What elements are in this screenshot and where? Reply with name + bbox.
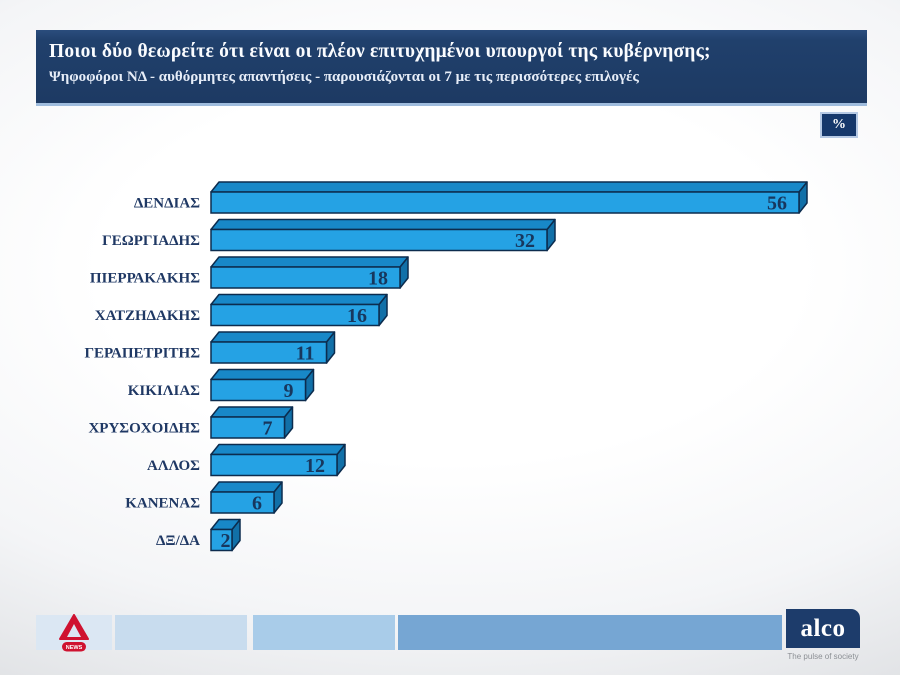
bar-top-face bbox=[210, 481, 283, 493]
value-label: 11 bbox=[296, 343, 315, 365]
bar-row: ΠΙΕΡΡΑΚΑΚΗΣ 18 bbox=[90, 256, 409, 290]
alco-logo: alco bbox=[786, 609, 860, 648]
bar-row: ΓΕΡΑΠΕΤΡΙΤΗΣ 11 bbox=[85, 331, 336, 365]
category-label: ΧΑΤΖΗΔΑΚΗΣ bbox=[95, 308, 200, 324]
bar-top-face bbox=[210, 256, 409, 268]
bar-front-face bbox=[210, 266, 401, 289]
alco-tagline: The pulse of society bbox=[787, 652, 859, 661]
category-label: ΠΙΕΡΡΑΚΑΚΗΣ bbox=[90, 271, 200, 287]
bar-front-face bbox=[210, 378, 307, 402]
bar-top-face bbox=[210, 406, 294, 418]
footer-segment-alpha: NEWS bbox=[36, 613, 112, 651]
footer-segment bbox=[253, 615, 395, 650]
bar-row: ΚΙΚΙΛΙΑΣ 9 bbox=[128, 368, 315, 402]
bar-top-face bbox=[210, 443, 346, 456]
bar-row: ΔΕΝΔΙΑΣ 56 bbox=[134, 181, 808, 215]
bar-front-face bbox=[210, 341, 328, 364]
bar-chart: ΔΕΝΔΙΑΣ 56 ΓΕΩΡΓΙΑΔΗΣ 32 ΠΙΕΡΡΑΚΑΚΗΣ 18 ΧΑΤΖΗΔ… bbox=[85, 181, 808, 552]
bar-top-face bbox=[210, 368, 315, 381]
question-title: Ποιοι δύο θεωρείτε ότι είναι οι πλέον επ… bbox=[49, 41, 711, 62]
bar-row: ΧΡΥΣΟΧΟΙΔΗΣ 7 bbox=[88, 406, 294, 440]
bar-front-face bbox=[210, 528, 233, 552]
alpha-logo-triangle-hole bbox=[67, 623, 81, 637]
value-label: 56 bbox=[767, 193, 787, 215]
alpha-news-label: NEWS bbox=[66, 645, 83, 651]
bar-top-face bbox=[210, 181, 808, 193]
category-label: ΑΛΛΟΣ bbox=[147, 458, 200, 474]
value-label: 6 bbox=[252, 493, 262, 515]
question-subtitle: Ψηφοφόροι ΝΔ - αυθόρμητες απαντήσεις - π… bbox=[49, 69, 639, 85]
value-label: 18 bbox=[368, 268, 388, 290]
bar-front-face bbox=[210, 303, 380, 327]
value-label: 9 bbox=[284, 380, 294, 402]
bar-row: ΑΛΛΟΣ 12 bbox=[147, 443, 346, 477]
bar-top-face bbox=[210, 218, 556, 231]
value-label: 2 bbox=[221, 530, 231, 552]
value-label: 7 bbox=[263, 418, 273, 440]
footer-segment bbox=[398, 615, 782, 650]
percent-badge: % bbox=[820, 112, 858, 138]
category-label: ΓΕΩΡΓΙΑΔΗΣ bbox=[102, 233, 200, 249]
category-label: ΚΙΚΙΛΙΑΣ bbox=[128, 383, 200, 399]
value-label: 32 bbox=[515, 230, 535, 252]
category-label: ΔΕΝΔΙΑΣ bbox=[134, 196, 200, 212]
bar-front-face bbox=[210, 228, 548, 252]
category-label: ΧΡΥΣΟΧΟΙΔΗΣ bbox=[88, 421, 200, 437]
bar-front-face bbox=[210, 453, 338, 477]
bar-top-face bbox=[210, 293, 388, 306]
bar-row: ΓΕΩΡΓΙΑΔΗΣ 32 bbox=[102, 218, 556, 252]
bar-row: ΔΞ/ΔΑ 2 bbox=[156, 518, 241, 552]
alpha-news-pill bbox=[62, 641, 86, 651]
bar-front-face bbox=[210, 416, 286, 439]
bar-front-face bbox=[210, 491, 275, 514]
bar-row: ΧΑΤΖΗΔΑΚΗΣ 16 bbox=[95, 293, 388, 327]
bar-top-face bbox=[210, 331, 336, 343]
category-label: ΚΑΝΕΝΑΣ bbox=[125, 496, 200, 512]
category-label: ΔΞ/ΔΑ bbox=[156, 533, 200, 549]
category-label: ΓΕΡΑΠΕΤΡΙΤΗΣ bbox=[85, 346, 201, 362]
value-label: 12 bbox=[305, 455, 325, 477]
footer-segment bbox=[115, 615, 247, 650]
value-label: 16 bbox=[347, 305, 367, 327]
bar-front-face bbox=[210, 191, 800, 214]
alco-logo-text: alco bbox=[800, 615, 846, 642]
alpha-news-logo: NEWS bbox=[59, 613, 89, 651]
bar-row: ΚΑΝΕΝΑΣ 6 bbox=[125, 481, 283, 515]
question-header: Ποιοι δύο θεωρείτε ότι είναι οι πλέον επ… bbox=[36, 30, 867, 106]
